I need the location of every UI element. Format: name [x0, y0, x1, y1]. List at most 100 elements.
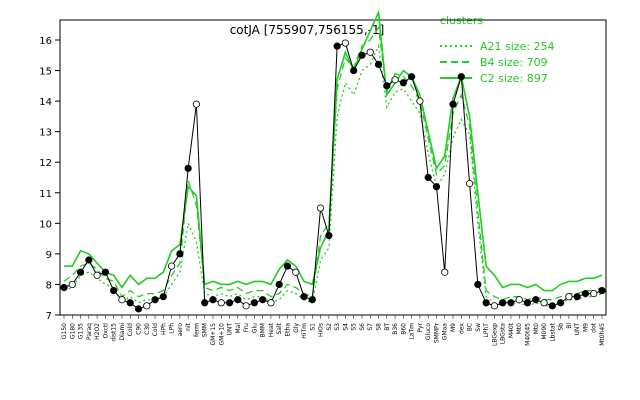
- x-tick-label: Fru: [243, 323, 250, 332]
- data-point: [598, 286, 606, 295]
- x-tick-label: Cold: [127, 323, 134, 337]
- data-point: [101, 268, 109, 276]
- x-tick-label: Paraq: [86, 323, 93, 340]
- x-tick-label: S6: [359, 323, 366, 331]
- data-point: [416, 97, 424, 105]
- data-point: [201, 299, 209, 307]
- data-point: [225, 299, 234, 307]
- data-point: [118, 296, 126, 304]
- x-tick-label: M40t45: [525, 323, 532, 346]
- x-tick-label: LPh: [169, 323, 176, 334]
- y-tick-label: 15: [39, 67, 52, 78]
- x-tick-label: M40t: [508, 322, 515, 338]
- data-point: [358, 51, 366, 59]
- data-point: [316, 204, 325, 212]
- x-tick-label: SMMPr: [433, 322, 440, 343]
- x-tick-label: Heat: [268, 322, 275, 337]
- x-tick-label: LBGsta: [500, 323, 507, 344]
- x-tick-label: S3: [334, 323, 341, 331]
- data-point: [383, 82, 391, 90]
- data-point: [408, 73, 416, 81]
- data-point: [234, 296, 242, 304]
- x-tick-label: HiTm: [301, 323, 308, 339]
- data-point: [490, 302, 498, 310]
- data-point: [333, 42, 341, 50]
- x-tick-label: dex: [458, 323, 465, 334]
- x-tick-label: Mal: [235, 323, 242, 334]
- series-line-3: [64, 9, 603, 292]
- x-tick-label: GM+10: [218, 323, 225, 346]
- x-tick-label: SMM: [202, 323, 209, 337]
- data-point: [432, 183, 441, 191]
- x-tick-label: G150: [61, 323, 68, 339]
- x-tick-label: Mt0: [516, 323, 523, 335]
- data-point: [192, 100, 201, 108]
- data-point: [457, 73, 465, 81]
- x-tick-label: Lbstat: [549, 322, 556, 341]
- x-tick-label: Gluco: [425, 323, 432, 340]
- x-tick-label: Sb: [558, 323, 565, 331]
- data-point: [159, 293, 167, 301]
- data-point: [85, 256, 93, 264]
- x-tick-label: S5: [351, 323, 358, 331]
- y-tick-label: 12: [39, 158, 52, 169]
- x-tick-label: S4: [342, 323, 349, 331]
- data-point: [259, 296, 267, 304]
- x-tick-label: M9: [582, 323, 589, 332]
- data-point: [60, 283, 68, 292]
- data-point: [391, 76, 399, 84]
- x-tick-label: dist15: [111, 323, 118, 342]
- chart-title: cotJA [755907,756155,-1]: [230, 23, 385, 37]
- x-tick-label: Sw: [475, 323, 482, 332]
- data-point: [581, 290, 590, 298]
- x-tick-label: Etha: [284, 323, 291, 337]
- data-point: [300, 293, 308, 301]
- x-tick-label: M9: [450, 323, 457, 332]
- data-point: [590, 290, 598, 298]
- x-tick-label: HiOs: [318, 323, 325, 337]
- x-tick-label: S7: [367, 323, 374, 331]
- y-tick-label: 7: [46, 311, 52, 322]
- x-tick-label: C30: [144, 323, 151, 335]
- x-tick-label: Pyr: [417, 322, 424, 332]
- data-point: [143, 302, 151, 310]
- data-point: [449, 100, 457, 108]
- data-point: [523, 299, 532, 307]
- x-tick-label: Salt: [276, 322, 283, 334]
- plot-frame: [59, 19, 607, 316]
- x-tick-label: Diami: [119, 323, 126, 341]
- x-tick-label: B60: [400, 323, 407, 335]
- data-point: [350, 66, 358, 75]
- x-tick-label: UNT: [574, 323, 581, 336]
- data-point: [532, 296, 540, 304]
- x-tick-label: ferm: [193, 323, 200, 337]
- legend-label-a21: A21 size: 254: [480, 40, 555, 53]
- x-tick-label: GMaa: [442, 323, 449, 341]
- x-tick-label: GM+15: [210, 323, 217, 346]
- x-tick-label: G180: [69, 323, 76, 339]
- data-point: [308, 296, 316, 304]
- data-point: [275, 280, 283, 289]
- x-tick-label: B36: [392, 323, 399, 335]
- legend: clusters A21 size: 254 B4 size: 709 C2 s…: [440, 14, 555, 85]
- legend-label-b4: B4 size: 709: [480, 56, 548, 69]
- data-point: [573, 293, 581, 301]
- data-point: [482, 299, 490, 307]
- x-tick-label: LBGexp: [491, 323, 498, 346]
- data-point: [283, 262, 292, 270]
- y-tick-label: 13: [39, 128, 52, 139]
- data-point: [250, 299, 258, 307]
- data-point: [68, 280, 76, 289]
- x-tick-label: LPhT: [483, 323, 490, 338]
- x-tick-label: dot: [591, 322, 598, 332]
- x-tick-label: G135: [78, 323, 85, 339]
- data-point: [209, 296, 217, 304]
- x-tick-label: Bl: [566, 323, 573, 329]
- x-tick-label: S1: [309, 323, 316, 331]
- data-point: [465, 180, 474, 188]
- data-point: [507, 299, 515, 307]
- data-point: [267, 299, 275, 307]
- data-point: [292, 268, 300, 276]
- x-tick-label: Glu: [251, 323, 258, 333]
